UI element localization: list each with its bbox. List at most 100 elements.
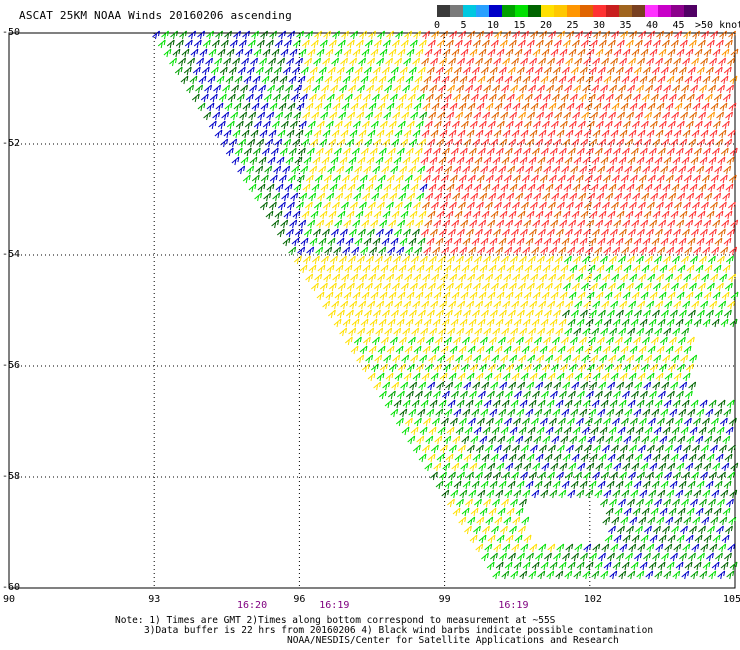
wind-barb bbox=[541, 120, 550, 130]
wind-barb bbox=[465, 399, 474, 409]
wind-barb bbox=[560, 435, 569, 445]
wind-barb bbox=[687, 480, 696, 490]
wind-barb bbox=[298, 48, 307, 58]
wind-barb bbox=[474, 327, 483, 337]
wind-barb bbox=[690, 156, 699, 166]
wind-barbs bbox=[152, 30, 739, 580]
wind-barb bbox=[560, 93, 569, 103]
wind-barb bbox=[340, 57, 348, 67]
wind-barb bbox=[627, 84, 635, 94]
wind-barb bbox=[559, 291, 568, 301]
wind-barb bbox=[318, 237, 327, 247]
wind-barb bbox=[462, 408, 471, 418]
wind-barb bbox=[478, 363, 487, 373]
wind-barb bbox=[652, 39, 661, 49]
wind-barb bbox=[336, 165, 345, 175]
wind-barb bbox=[646, 444, 655, 454]
wind-barb bbox=[711, 75, 720, 85]
wind-barb bbox=[412, 372, 421, 382]
wind-barb bbox=[549, 75, 558, 85]
wind-barb bbox=[352, 291, 361, 301]
wind-barb bbox=[418, 381, 427, 391]
wind-barb bbox=[188, 30, 196, 40]
wind-barb bbox=[531, 489, 540, 499]
wind-barb bbox=[703, 48, 712, 58]
wind-barb bbox=[706, 138, 715, 148]
wind-barb bbox=[476, 516, 485, 526]
wind-barb bbox=[404, 273, 413, 283]
wind-barb bbox=[664, 129, 673, 139]
wind-barb bbox=[463, 39, 472, 49]
wind-barb bbox=[393, 399, 402, 409]
wind-barb bbox=[321, 228, 330, 238]
wind-barb bbox=[701, 102, 710, 112]
wind-barb bbox=[591, 228, 600, 238]
wind-barb bbox=[676, 462, 685, 472]
wind-barb bbox=[465, 228, 474, 238]
wind-barb bbox=[581, 354, 590, 364]
wind-barb bbox=[442, 462, 451, 472]
wind-barb bbox=[665, 516, 674, 526]
wind-barb bbox=[622, 120, 631, 130]
wind-barb bbox=[452, 507, 461, 517]
wind-barb bbox=[668, 93, 677, 103]
wind-barb bbox=[430, 201, 439, 211]
wind-barb bbox=[577, 120, 586, 130]
wind-barb bbox=[413, 345, 422, 355]
wind-barb bbox=[716, 525, 724, 535]
wind-barb bbox=[435, 66, 444, 76]
wind-barb bbox=[287, 174, 296, 184]
wind-barb bbox=[647, 417, 656, 427]
wind-barb bbox=[466, 372, 475, 382]
wind-barb bbox=[645, 84, 653, 94]
wind-barb bbox=[490, 138, 499, 148]
wind-barb bbox=[726, 399, 735, 409]
wind-barb bbox=[503, 102, 512, 112]
wind-barb bbox=[247, 39, 256, 49]
wind-barb bbox=[376, 129, 385, 139]
wind-barb bbox=[451, 48, 460, 58]
wind-barb bbox=[269, 30, 277, 40]
wind-barb bbox=[589, 138, 598, 148]
wind-barb bbox=[682, 300, 691, 310]
wind-barb bbox=[453, 237, 462, 247]
wind-barb bbox=[627, 228, 636, 238]
wind-barb bbox=[497, 507, 506, 517]
wind-barb bbox=[638, 345, 647, 355]
wind-barb bbox=[439, 444, 448, 454]
wind-barb bbox=[476, 417, 485, 427]
wind-barb bbox=[286, 129, 295, 139]
wind-barb bbox=[373, 138, 382, 148]
wind-barb bbox=[345, 66, 354, 76]
wind-barb bbox=[592, 300, 601, 310]
wind-barb bbox=[709, 57, 717, 67]
wind-barb bbox=[249, 84, 257, 94]
wind-barb bbox=[352, 48, 361, 58]
wind-barb bbox=[563, 255, 572, 265]
wind-barb bbox=[421, 300, 430, 310]
wind-barb bbox=[363, 66, 372, 76]
wind-barb bbox=[473, 183, 482, 193]
wind-barb bbox=[551, 264, 560, 274]
wind-barb bbox=[384, 228, 393, 238]
wind-barb bbox=[305, 30, 313, 40]
wind-barb bbox=[684, 561, 693, 571]
wind-barb bbox=[220, 39, 229, 49]
wind-barb bbox=[531, 246, 540, 256]
wind-barb bbox=[679, 381, 688, 391]
wind-barb bbox=[596, 93, 605, 103]
wind-barb bbox=[367, 129, 376, 139]
wind-barb bbox=[630, 318, 639, 328]
wind-barb bbox=[583, 471, 591, 481]
wind-barb bbox=[622, 48, 631, 58]
wind-barb bbox=[638, 273, 647, 283]
wind-barb bbox=[277, 129, 286, 139]
wind-barb bbox=[567, 75, 576, 85]
wind-barb bbox=[547, 57, 555, 67]
wind-barb bbox=[317, 192, 326, 202]
wind-barb bbox=[704, 435, 713, 445]
wind-barb bbox=[530, 345, 539, 355]
wind-barb bbox=[356, 354, 365, 364]
wind-barb bbox=[231, 84, 239, 94]
wind-barb bbox=[445, 453, 454, 463]
